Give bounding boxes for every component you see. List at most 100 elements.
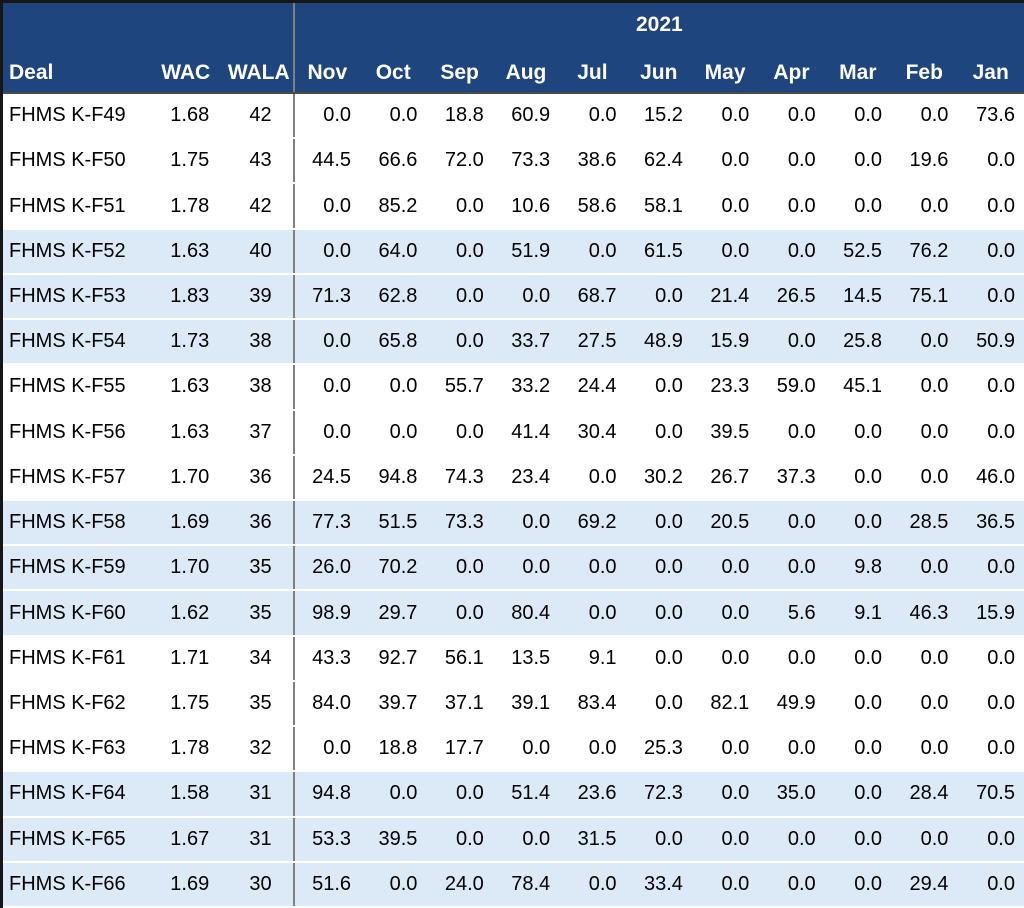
table-row: FHMS K-F61 1.71 34 43.3 92.7 56.1 13.5 9.1 0.0 0.…	[3, 635, 1024, 682]
month-value-cell: 72.3	[625, 771, 692, 818]
wac-cell: 1.83	[153, 273, 213, 321]
month-value-cell: 0.0	[758, 228, 825, 275]
wac-cell: 1.63	[153, 409, 213, 456]
month-value-cell: 68.7	[559, 273, 626, 321]
deal-cell: FHMS K-F57	[3, 454, 154, 501]
deal-cell: FHMS K-F53	[3, 273, 154, 321]
wala-cell: 43	[212, 138, 294, 185]
month-value-cell: 20.5	[691, 499, 759, 547]
month-value-cell: 0.0	[891, 319, 958, 366]
month-value-cell: 5.6	[758, 590, 825, 637]
month-value-cell: 55.7	[426, 364, 493, 411]
month-value-cell: 0.0	[758, 183, 825, 230]
month-value-cell: 0.0	[625, 545, 692, 592]
wala-cell: 36	[212, 499, 294, 547]
wala-cell: 38	[212, 319, 294, 366]
wala-cell: 40	[212, 228, 294, 275]
month-value-cell: 51.6	[292, 861, 361, 908]
wala-cell: 35	[212, 590, 294, 637]
wala-column-header: WALA	[212, 47, 294, 94]
deal-cell: FHMS K-F50	[3, 138, 154, 185]
month-value-cell: 0.0	[360, 861, 427, 908]
month-value-cell: 62.8	[360, 273, 427, 321]
month-value-cell: 18.8	[426, 93, 493, 140]
month-value-cell: 0.0	[957, 816, 1024, 863]
wala-cell: 38	[212, 364, 294, 411]
month-value-cell: 0.0	[625, 499, 692, 547]
month-value-cell: 33.7	[492, 319, 560, 366]
month-value-cell: 0.0	[360, 409, 427, 456]
month-value-cell: 0.0	[758, 93, 825, 140]
wala-cell: 36	[212, 454, 294, 501]
deal-cell: FHMS K-F52	[3, 228, 154, 275]
wac-cell: 1.73	[153, 319, 213, 366]
month-value-cell: 53.3	[292, 816, 361, 863]
month-value-cell: 13.5	[492, 635, 560, 682]
month-value-cell: 75.1	[891, 273, 958, 321]
month-value-cell: 46.0	[957, 454, 1024, 501]
month-value-cell: 0.0	[492, 726, 560, 773]
month-column-header-mar: Mar	[824, 47, 892, 94]
month-value-cell: 18.8	[360, 726, 427, 773]
month-value-cell: 51.4	[492, 771, 560, 818]
month-value-cell: 0.0	[824, 771, 892, 818]
table-row: FHMS K-F55 1.63 38 0.0 0.0 55.7 33.2 24.4 0.0 23.…	[3, 364, 1024, 411]
month-value-cell: 80.4	[492, 590, 560, 637]
table-row: FHMS K-F62 1.75 35 84.0 39.7 37.1 39.1 83.4 0.0 8…	[3, 680, 1024, 728]
month-value-cell: 0.0	[292, 364, 361, 411]
month-value-cell: 15.9	[957, 590, 1024, 637]
month-value-cell: 66.6	[360, 138, 427, 185]
month-value-cell: 73.6	[957, 93, 1024, 140]
table-row: FHMS K-F59 1.70 35 26.0 70.2 0.0 0.0 0.0 0.0 0.0 0…	[3, 545, 1024, 592]
month-value-cell: 78.4	[492, 861, 560, 908]
wala-cell: 34	[212, 635, 294, 682]
month-value-cell: 58.6	[559, 183, 626, 230]
month-value-cell: 14.5	[824, 273, 892, 321]
month-value-cell: 0.0	[957, 635, 1024, 682]
year-header-row: 2021	[3, 3, 1024, 47]
month-value-cell: 0.0	[957, 364, 1024, 411]
month-value-cell: 0.0	[824, 409, 892, 456]
month-value-cell: 0.0	[691, 93, 759, 140]
month-value-cell: 0.0	[891, 545, 958, 592]
month-value-cell: 0.0	[957, 138, 1024, 185]
deal-cell: FHMS K-F56	[3, 409, 154, 456]
deal-cell: FHMS K-F62	[3, 680, 154, 728]
month-value-cell: 0.0	[559, 726, 626, 773]
month-value-cell: 0.0	[426, 409, 493, 456]
month-value-cell: 19.6	[891, 138, 958, 185]
month-value-cell: 0.0	[492, 273, 560, 321]
month-value-cell: 24.4	[559, 364, 626, 411]
month-value-cell: 0.0	[824, 635, 892, 682]
month-value-cell: 92.7	[360, 635, 427, 682]
month-value-cell: 0.0	[758, 861, 825, 908]
month-column-header-oct: Oct	[360, 47, 427, 94]
month-value-cell: 0.0	[891, 816, 958, 863]
month-value-cell: 23.4	[492, 454, 560, 501]
month-value-cell: 17.7	[426, 726, 493, 773]
month-value-cell: 15.2	[625, 93, 692, 140]
month-value-cell: 25.8	[824, 319, 892, 366]
month-value-cell: 0.0	[758, 499, 825, 547]
month-value-cell: 0.0	[625, 409, 692, 456]
month-value-cell: 28.4	[891, 771, 958, 818]
table-row: FHMS K-F54 1.73 38 0.0 65.8 0.0 33.7 27.5 48.9 15…	[3, 319, 1024, 366]
wac-cell: 1.70	[153, 454, 213, 501]
column-header-row: Deal WAC WALA Nov Oct Sep Aug Jul Jun May Apr Ma…	[3, 47, 1024, 94]
month-value-cell: 0.0	[824, 183, 892, 230]
deal-cell: FHMS K-F65	[3, 816, 154, 863]
month-value-cell: 0.0	[758, 726, 825, 773]
month-value-cell: 0.0	[957, 228, 1024, 275]
table-header: 2021 Deal WAC WALA Nov Oct Sep Aug Jul Jun May…	[3, 3, 1024, 94]
month-value-cell: 9.1	[824, 590, 892, 637]
month-value-cell: 31.5	[559, 816, 626, 863]
wac-cell: 1.69	[153, 499, 213, 547]
month-value-cell: 0.0	[957, 273, 1024, 321]
month-value-cell: 0.0	[292, 319, 361, 366]
month-value-cell: 0.0	[360, 93, 427, 140]
month-value-cell: 33.2	[492, 364, 560, 411]
month-value-cell: 26.0	[292, 545, 361, 592]
month-column-header-jul: Jul	[559, 47, 626, 94]
month-value-cell: 0.0	[758, 409, 825, 456]
month-value-cell: 0.0	[625, 273, 692, 321]
